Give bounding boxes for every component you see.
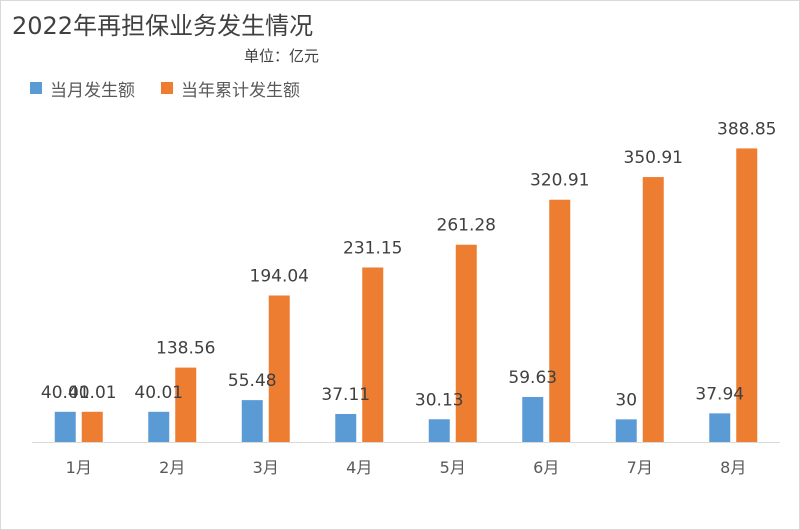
data-label-cumulative-8: 388.85 [717, 119, 776, 139]
bar-cumulative-7 [642, 177, 664, 443]
bar-cumulative-4 [362, 267, 384, 442]
data-label-monthly-8: 37.94 [695, 384, 744, 404]
bar-cumulative-3 [268, 295, 290, 442]
data-label-cumulative-3: 194.04 [250, 266, 309, 286]
data-label-monthly-1: 40.01 [41, 383, 90, 403]
legend-swatch-monthly [30, 82, 42, 94]
unit-label: 单位：亿元 [244, 47, 320, 65]
legend-swatch-cumulative [161, 82, 173, 94]
bar-cumulative-8 [736, 148, 758, 442]
legend-item-monthly: 当月发生额 [30, 76, 135, 101]
bar-monthly-8 [709, 413, 731, 442]
bar-cumulative-6 [549, 199, 571, 442]
bar-cumulative-5 [455, 244, 477, 442]
bar-monthly-1 [54, 411, 76, 442]
chart-title: 2022年再担保业务发生情况 [12, 12, 314, 40]
x-tick-label-7: 7月 [627, 458, 653, 477]
x-tick-label-6: 6月 [533, 458, 559, 477]
data-label-cumulative-4: 231.15 [343, 238, 402, 258]
x-tick-label-4: 4月 [346, 458, 372, 477]
x-tick-label-8: 8月 [720, 458, 746, 477]
legend: 当月发生额 当年累计发生额 [30, 76, 326, 101]
data-label-monthly-2: 40.01 [134, 383, 183, 403]
bar-monthly-4 [335, 413, 357, 442]
bar-monthly-2 [148, 411, 170, 442]
legend-item-cumulative: 当年累计发生额 [161, 76, 300, 101]
data-label-cumulative-2: 138.56 [156, 339, 215, 359]
data-label-monthly-4: 37.11 [321, 385, 370, 405]
bar-monthly-6 [522, 396, 544, 442]
bar-monthly-5 [428, 419, 450, 442]
data-label-cumulative-6: 320.91 [530, 171, 589, 191]
data-label-monthly-3: 55.48 [228, 371, 277, 391]
data-label-monthly-5: 30.13 [415, 390, 464, 410]
data-label-monthly-6: 59.63 [508, 368, 557, 388]
bar-monthly-3 [241, 400, 263, 442]
data-label-cumulative-5: 261.28 [437, 216, 496, 236]
bar-cumulative-1 [81, 411, 103, 442]
x-tick-label-3: 3月 [253, 458, 279, 477]
data-label-cumulative-1: 40.01 [68, 383, 117, 403]
x-tick-label-1: 1月 [66, 458, 92, 477]
x-tick-label-5: 5月 [440, 458, 466, 477]
x-tick-label-2: 2月 [159, 458, 185, 477]
bar-monthly-7 [615, 419, 637, 442]
legend-label-cumulative: 当年累计发生额 [181, 80, 300, 101]
bar-cumulative-2 [175, 367, 197, 442]
data-label-cumulative-7: 350.91 [624, 148, 683, 168]
legend-label-monthly: 当月发生额 [50, 80, 135, 101]
data-label-monthly-7: 30 [615, 390, 637, 410]
